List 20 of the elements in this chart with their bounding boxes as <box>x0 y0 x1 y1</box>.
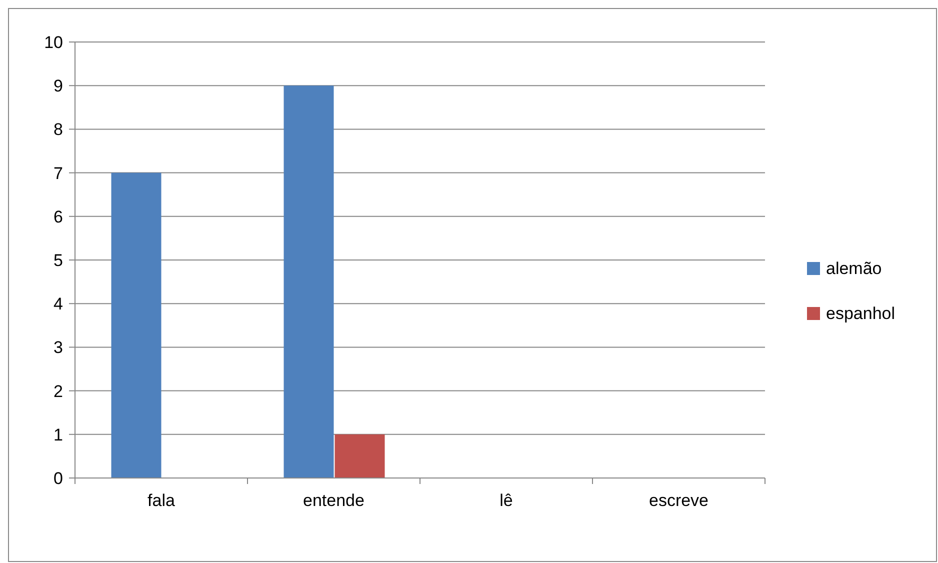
x-tick-label: escreve <box>648 491 709 510</box>
bar <box>111 172 162 478</box>
y-tick-label: 2 <box>54 382 63 401</box>
x-tick-label: fala <box>148 491 176 510</box>
y-tick-label: 5 <box>54 250 63 270</box>
legend-label: alemão <box>826 258 882 278</box>
y-tick-label: 7 <box>54 164 63 183</box>
y-tick-label: 9 <box>54 76 63 96</box>
bar <box>334 434 385 478</box>
y-tick-label: 1 <box>54 425 63 444</box>
y-tick-label: 3 <box>54 338 63 358</box>
x-tick-label: lê <box>500 491 513 510</box>
y-tick-label: 10 <box>44 32 63 52</box>
y-tick-label: 4 <box>54 294 63 314</box>
x-tick-label: entende <box>303 491 364 510</box>
legend-label: espanhol <box>826 304 896 323</box>
bar <box>284 86 334 478</box>
y-tick-label: 8 <box>54 120 63 140</box>
y-tick-label: 0 <box>54 468 63 488</box>
y-tick-label: 6 <box>54 207 63 226</box>
